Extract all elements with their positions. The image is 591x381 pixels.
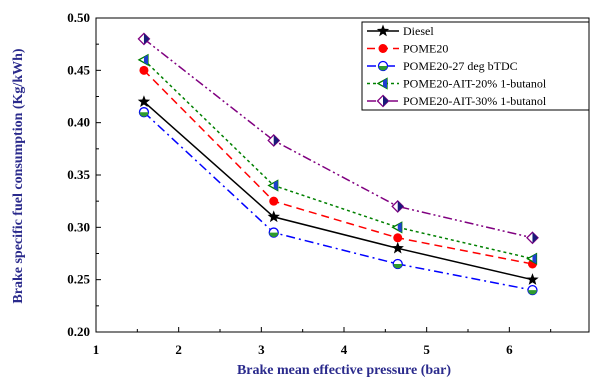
marker-fill	[532, 253, 537, 264]
y-tick-label: 0.25	[67, 272, 90, 287]
x-tick-label: 4	[341, 342, 348, 357]
legend-item: POME20-27 deg bTDC	[367, 59, 518, 73]
legend-item: POME20-AIT-30% 1-butanol	[367, 94, 547, 108]
legend: Diesel POME20 POME20-27 deg bTDC POME20-AIT…	[361, 21, 590, 111]
marker-fill	[397, 200, 404, 212]
series-line	[143, 38, 533, 239]
data-point	[269, 196, 279, 206]
data-point	[138, 107, 150, 118]
x-axis-title: Brake mean effective pressure (bar)	[237, 363, 451, 378]
legend-label: POME20-AIT-30% 1-butanol	[403, 94, 547, 108]
data-point	[378, 44, 388, 53]
y-tick-label: 0.35	[67, 167, 90, 182]
x-tick-label: 2	[175, 342, 182, 357]
y-axis-title: Brake specific fuel consumption (Kg/kWh)	[11, 48, 26, 303]
series-line	[143, 111, 533, 291]
data-point	[376, 94, 390, 108]
legend-label: POME20	[403, 42, 448, 56]
data-point	[376, 24, 390, 37]
data-point	[137, 95, 151, 107]
data-point	[393, 233, 403, 243]
data-point	[377, 60, 389, 72]
marker-fill	[383, 78, 387, 89]
series-pome20-27-deg-btdc	[138, 107, 538, 296]
data-point	[391, 221, 403, 234]
series-line	[143, 101, 533, 281]
data-point	[267, 134, 281, 147]
data-point	[139, 65, 149, 75]
series-line	[143, 69, 533, 265]
marker-fill	[527, 290, 537, 295]
marker-fill	[273, 134, 280, 146]
legend-label: POME20-27 deg bTDC	[403, 59, 518, 73]
marker-fill	[143, 54, 148, 65]
data-point	[527, 284, 538, 296]
data-point	[392, 258, 403, 270]
legend-item: Diesel	[367, 24, 434, 38]
marker-fill	[378, 66, 388, 71]
data-point	[526, 231, 539, 245]
x-tick-label: 6	[506, 342, 513, 357]
data-point	[267, 210, 280, 223]
marker-fill	[383, 95, 389, 107]
x-tick-label: 5	[423, 342, 430, 357]
x-tick-label: 3	[258, 342, 265, 357]
marker-fill	[139, 112, 149, 117]
y-tick-label: 0.20	[67, 324, 90, 339]
y-tick-label: 0.45	[67, 62, 90, 77]
data-point	[526, 252, 538, 265]
data-point	[267, 179, 279, 192]
data-point	[137, 53, 149, 66]
series-pome20	[139, 65, 537, 269]
data-point	[268, 227, 279, 238]
marker-fill	[273, 180, 278, 191]
marker-fill	[397, 222, 402, 233]
legend-label: POME20-AIT-20% 1-butanol	[403, 77, 547, 91]
axes-layer: 0.20 0.25 0.30 0.35 0.40 0.45 0.50 1 2 3 4 5 6	[67, 10, 590, 357]
series-diesel	[137, 95, 539, 285]
y-tick-label: 0.40	[67, 115, 90, 130]
legend-label: Diesel	[403, 24, 434, 38]
y-tick-label: 0.30	[67, 219, 90, 234]
series-line	[143, 59, 533, 260]
y-tick-label: 0.50	[67, 10, 90, 25]
legend-item: POME20-AIT-20% 1-butanol	[367, 77, 547, 91]
legend-item: POME20	[367, 42, 448, 56]
series-pome20-ait-30-1-butanol	[137, 32, 539, 245]
marker-fill	[269, 232, 279, 238]
data-point	[376, 77, 388, 90]
series-layer	[137, 32, 539, 296]
marker-fill	[143, 33, 150, 45]
x-tick-label: 1	[93, 342, 100, 357]
marker-fill	[532, 232, 538, 244]
data-point	[526, 273, 539, 285]
legend-box	[361, 21, 590, 111]
marker-fill	[393, 263, 403, 269]
data-point	[391, 241, 404, 254]
series-pome20-ait-20-1-butanol	[137, 53, 538, 265]
data-point	[391, 199, 405, 213]
data-point	[137, 32, 151, 46]
